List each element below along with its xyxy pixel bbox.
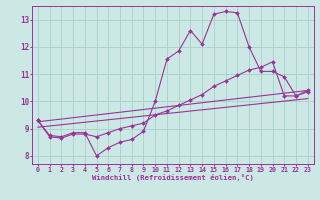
X-axis label: Windchill (Refroidissement éolien,°C): Windchill (Refroidissement éolien,°C) — [92, 174, 254, 181]
